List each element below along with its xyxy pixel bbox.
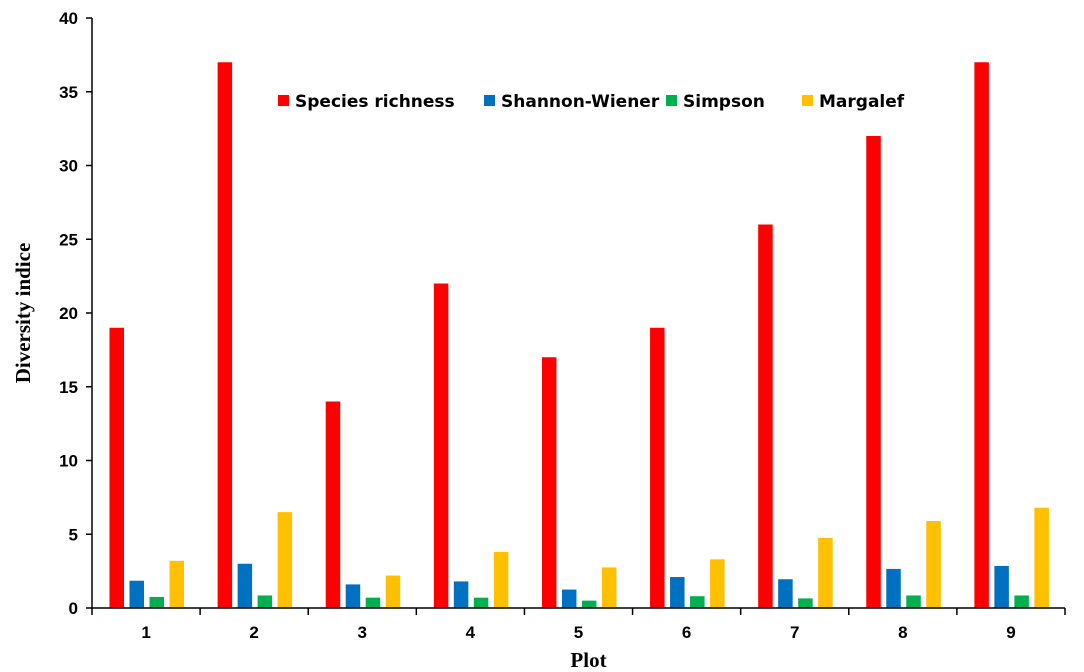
bar-shannon-wiener-plot-6: [670, 577, 685, 608]
bar-species-richness-plot-2: [217, 62, 233, 608]
x-tick-label: 9: [1006, 623, 1015, 642]
legend-label: Shannon-Wiener: [501, 92, 660, 112]
y-tick-label: 40: [59, 9, 78, 28]
bar-shannon-wiener-plot-4: [453, 581, 469, 608]
legend-swatch: [484, 95, 495, 106]
bar-species-richness-plot-9: [974, 62, 989, 608]
bar-margalef-plot-5: [601, 567, 617, 608]
legend-swatch: [666, 95, 677, 106]
bar-simpson-plot-9: [1014, 595, 1029, 608]
bar-simpson-plot-7: [798, 598, 813, 608]
bar-shannon-wiener-plot-3: [345, 584, 361, 608]
legend-swatch: [278, 95, 289, 106]
bar-species-richness-plot-3: [325, 401, 341, 608]
legend-swatch: [802, 95, 813, 106]
bar-species-richness-plot-6: [650, 327, 665, 608]
bar-simpson-plot-3: [365, 597, 381, 608]
x-axis-ticks: 1 2 3 4 5 6 7 8 9: [91, 608, 1066, 642]
y-tick-label: 20: [59, 304, 78, 323]
legend-label: Simpson: [683, 92, 765, 112]
bar-shannon-wiener-plot-7: [778, 579, 793, 608]
bar-margalef-plot-2: [277, 512, 293, 608]
x-tick-label: 3: [358, 623, 367, 642]
y-tick-label: 25: [59, 230, 78, 249]
y-tick-label: 5: [69, 525, 78, 544]
x-tick-label: 8: [898, 623, 907, 642]
bar-simpson-plot-2: [257, 595, 273, 608]
y-tick-label: 35: [59, 83, 78, 102]
bar-simpson-plot-8: [906, 595, 921, 608]
bar-margalef-plot-6: [710, 559, 725, 608]
bar-species-richness-plot-8: [866, 136, 881, 608]
y-tick-label: 0: [69, 599, 78, 618]
bar-simpson-plot-5: [581, 600, 597, 608]
x-tick-label: 6: [682, 623, 691, 642]
bar-species-richness-plot-5: [541, 357, 557, 608]
bar-margalef-plot-9: [1034, 507, 1049, 608]
x-tick-label: 4: [466, 623, 476, 642]
bar-shannon-wiener-plot-5: [561, 589, 577, 608]
bar-shannon-wiener-plot-8: [886, 568, 901, 608]
x-tick-label: 5: [574, 623, 583, 642]
bar-margalef-plot-3: [385, 575, 401, 608]
legend: Species richness Shannon-Wiener Simpson Mar…: [278, 92, 905, 112]
bar-shannon-wiener-plot-2: [237, 563, 253, 608]
y-axis-ticks: 0 5 10 15 20 25 30 35 40: [59, 9, 92, 618]
bar-shannon-wiener-plot-9: [994, 565, 1009, 608]
bar-simpson-plot-1: [149, 596, 164, 608]
x-tick-label: 2: [249, 623, 258, 642]
x-tick-label: 7: [790, 623, 799, 642]
bar-species-richness-plot-1: [109, 327, 124, 608]
y-tick-label: 10: [59, 452, 78, 471]
bar-simpson-plot-4: [473, 597, 489, 608]
legend-label: Species richness: [295, 92, 455, 112]
bar-species-richness-plot-7: [758, 224, 773, 608]
bar-shannon-wiener-plot-1: [129, 580, 144, 608]
x-axis-title: Plot: [570, 648, 606, 672]
bar-margalef-plot-1: [169, 560, 184, 608]
bar-simpson-plot-6: [690, 596, 705, 608]
x-tick-label: 1: [141, 623, 150, 642]
legend-label: Margalef: [819, 92, 905, 112]
y-tick-label: 30: [59, 157, 78, 176]
y-axis-title: Diversity indice: [11, 243, 35, 384]
bar-species-richness-plot-4: [433, 283, 449, 608]
bar-margalef-plot-7: [818, 537, 833, 608]
bars: [109, 62, 1049, 608]
bar-margalef-plot-8: [926, 520, 941, 608]
bar-margalef-plot-4: [493, 551, 509, 608]
y-tick-label: 15: [59, 378, 78, 397]
